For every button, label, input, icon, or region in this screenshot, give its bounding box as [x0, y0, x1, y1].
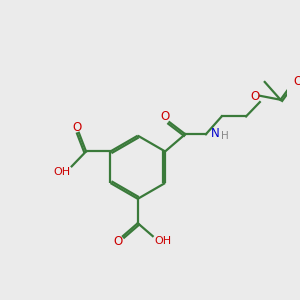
- Text: H: H: [221, 131, 229, 141]
- Text: O: O: [113, 235, 122, 248]
- Text: O: O: [250, 90, 259, 103]
- Text: N: N: [211, 127, 220, 140]
- Text: OH: OH: [154, 236, 171, 246]
- Text: O: O: [72, 121, 81, 134]
- Text: O: O: [294, 76, 300, 88]
- Text: O: O: [160, 110, 169, 124]
- Text: OH: OH: [53, 167, 70, 176]
